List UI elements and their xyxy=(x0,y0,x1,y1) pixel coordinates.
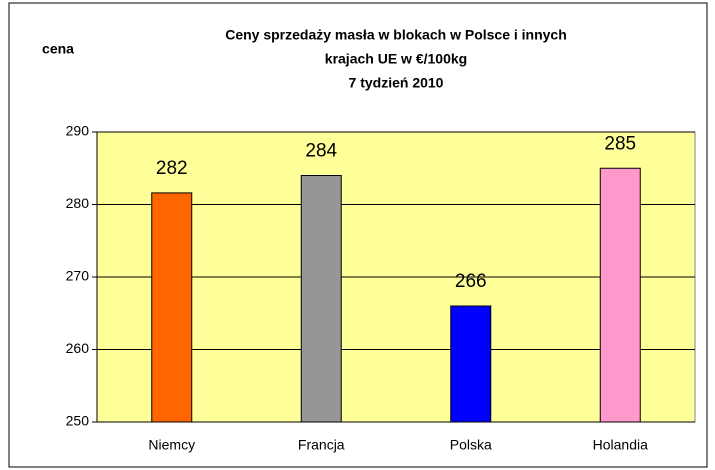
chart-title: Ceny sprzedaży masła w blokach w Polsce … xyxy=(225,27,567,43)
x-tick-label: Polska xyxy=(450,437,492,453)
x-tick-label: Holandia xyxy=(593,437,648,453)
bar xyxy=(450,305,492,423)
y-tick-label: 250 xyxy=(66,413,90,429)
y-tick-label: 270 xyxy=(66,268,90,284)
x-tick-label: Niemcy xyxy=(148,437,195,453)
bar xyxy=(300,175,342,423)
y-axis-label: cena xyxy=(42,41,74,57)
data-label: 284 xyxy=(305,141,337,162)
chart-title: krajach UE w €/100kg xyxy=(325,51,467,67)
y-tick-label: 290 xyxy=(66,123,90,139)
data-label: 285 xyxy=(604,133,636,154)
data-label: 282 xyxy=(156,158,188,179)
data-label: 266 xyxy=(455,271,487,292)
chart-title: 7 tydzień 2010 xyxy=(349,75,444,91)
bar xyxy=(151,192,193,423)
bar xyxy=(599,167,641,423)
y-tick-label: 280 xyxy=(66,195,90,211)
x-tick-label: Francja xyxy=(298,437,345,453)
y-tick-label: 260 xyxy=(66,340,90,356)
